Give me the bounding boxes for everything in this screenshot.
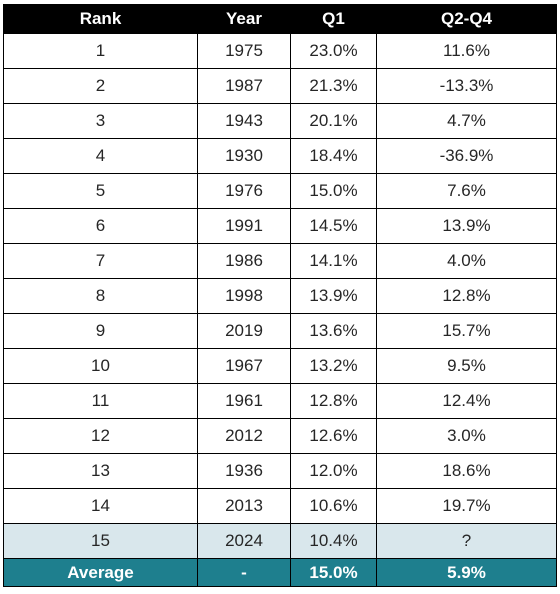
q2-q4-cell: -36.9% — [376, 138, 557, 174]
q1-cell: 14.1% — [290, 243, 377, 279]
year-cell: 1961 — [197, 383, 291, 419]
year-cell: 2012 — [197, 418, 291, 454]
table-row: 7 1986 14.1% 4.0% — [3, 243, 557, 279]
table-row: 11 1961 12.8% 12.4% — [3, 383, 557, 419]
table-header: Rank Year Q1 Q2-Q4 — [3, 4, 557, 34]
q1-cell: 13.6% — [290, 313, 377, 349]
q2-q4-cell: 13.9% — [376, 208, 557, 244]
average-label-cell: Average — [3, 558, 198, 587]
rank-cell: 1 — [3, 33, 198, 69]
year-cell: 2024 — [197, 523, 291, 559]
q1-cell: 12.8% — [290, 383, 377, 419]
year-cell: 1986 — [197, 243, 291, 279]
table-row: 12 2012 12.6% 3.0% — [3, 418, 557, 454]
table-row: 4 1930 18.4% -36.9% — [3, 138, 557, 174]
rank-cell: 12 — [3, 418, 198, 454]
header-cell-rank: Rank — [3, 4, 198, 34]
q2-q4-cell: 18.6% — [376, 453, 557, 489]
rank-cell: 4 — [3, 138, 198, 174]
q1-cell: 10.6% — [290, 488, 377, 524]
rank-cell: 11 — [3, 383, 198, 419]
table-row: 6 1991 14.5% 13.9% — [3, 208, 557, 244]
q1-cell: 14.5% — [290, 208, 377, 244]
average-q1-cell: 15.0% — [290, 558, 377, 587]
rank-cell: 15 — [3, 523, 198, 559]
rank-cell: 13 — [3, 453, 198, 489]
year-cell: 1930 — [197, 138, 291, 174]
table-footer: Average - 15.0% 5.9% — [3, 558, 557, 587]
table-row: 1 1975 23.0% 11.6% — [3, 33, 557, 69]
q2-q4-cell: 4.0% — [376, 243, 557, 279]
year-cell: 1991 — [197, 208, 291, 244]
header-cell-q1: Q1 — [290, 4, 377, 34]
rank-cell: 9 — [3, 313, 198, 349]
rank-cell: 5 — [3, 173, 198, 209]
header-cell-year: Year — [197, 4, 291, 34]
rank-cell: 2 — [3, 68, 198, 104]
table-row: 2 1987 21.3% -13.3% — [3, 68, 557, 104]
year-cell: 2013 — [197, 488, 291, 524]
average-q2-q4-cell: 5.9% — [376, 558, 557, 587]
q2-q4-cell: 11.6% — [376, 33, 557, 69]
q1-cell: 13.9% — [290, 278, 377, 314]
table-row: 10 1967 13.2% 9.5% — [3, 348, 557, 384]
table-row: 15 2024 10.4%? — [3, 523, 557, 559]
q2-q4-cell: 15.7% — [376, 313, 557, 349]
q1-cell: 12.6% — [290, 418, 377, 454]
rank-cell: 6 — [3, 208, 198, 244]
year-cell: 1975 — [197, 33, 291, 69]
table-row: 8 1998 13.9% 12.8% — [3, 278, 557, 314]
q2-q4-cell: 3.0% — [376, 418, 557, 454]
q2-q4-cell: 12.8% — [376, 278, 557, 314]
q2-q4-cell: 7.6% — [376, 173, 557, 209]
q1-cell: 20.1% — [290, 103, 377, 139]
table-row: 14 2013 10.6% 19.7% — [3, 488, 557, 524]
q1-cell: 21.3% — [290, 68, 377, 104]
header-cell-q2-q4: Q2-Q4 — [376, 4, 557, 34]
q1-cell: 12.0% — [290, 453, 377, 489]
q1-cell: 23.0% — [290, 33, 377, 69]
q2-q4-cell: 9.5% — [376, 348, 557, 384]
q1-cell: 13.2% — [290, 348, 377, 384]
year-cell: 1943 — [197, 103, 291, 139]
q1-cell: 15.0% — [290, 173, 377, 209]
table-row: 5 1976 15.0% 7.6% — [3, 173, 557, 209]
rank-cell: 14 — [3, 488, 198, 524]
year-cell: 1998 — [197, 278, 291, 314]
q2-q4-cell: 12.4% — [376, 383, 557, 419]
rank-cell: 8 — [3, 278, 198, 314]
rank-cell: 7 — [3, 243, 198, 279]
rank-cell: 3 — [3, 103, 198, 139]
table-row: 3 1943 20.1% 4.7% — [3, 103, 557, 139]
q2-q4-cell: -13.3% — [376, 68, 557, 104]
year-cell: 2019 — [197, 313, 291, 349]
table-row: 13 1936 12.0% 18.6% — [3, 453, 557, 489]
year-cell: 1987 — [197, 68, 291, 104]
q1-cell: 10.4% — [290, 523, 377, 559]
year-cell: 1936 — [197, 453, 291, 489]
table-body: 1 1975 23.0% 11.6% 2 1987 21.3% -13.3% 3 1943 20.1… — [3, 33, 557, 559]
year-cell: 1967 — [197, 348, 291, 384]
q1-cell: 18.4% — [290, 138, 377, 174]
table-row: 9 2019 13.6% 15.7% — [3, 313, 557, 349]
header-row: Rank Year Q1 Q2-Q4 — [3, 4, 557, 34]
returns-table: Rank Year Q1 Q2-Q4 1 1975 23.0% 11.6% 2 1987 2… — [3, 4, 557, 587]
q2-q4-cell: 19.7% — [376, 488, 557, 524]
year-cell: 1976 — [197, 173, 291, 209]
average-year-cell: - — [197, 558, 291, 587]
q2-q4-cell: ? — [376, 523, 557, 559]
q2-q4-cell: 4.7% — [376, 103, 557, 139]
returns-table-container: Rank Year Q1 Q2-Q4 1 1975 23.0% 11.6% 2 1987 2… — [3, 4, 557, 587]
rank-cell: 10 — [3, 348, 198, 384]
average-row: Average - 15.0% 5.9% — [3, 558, 557, 587]
